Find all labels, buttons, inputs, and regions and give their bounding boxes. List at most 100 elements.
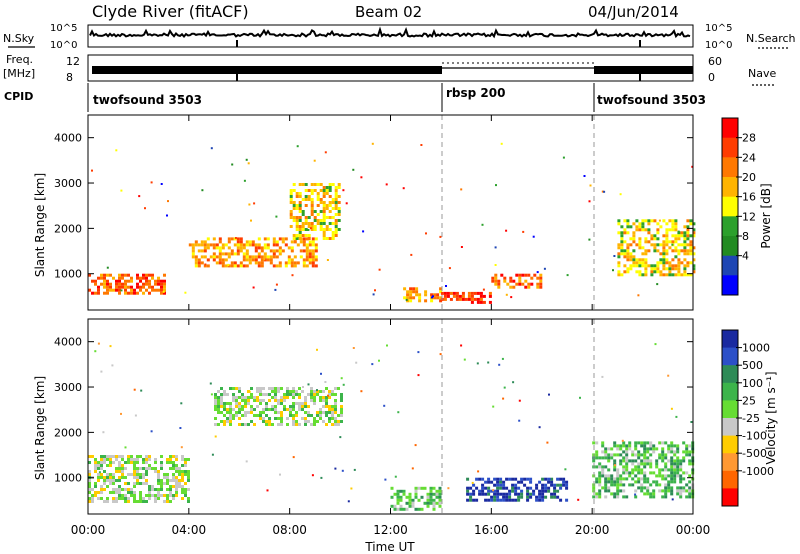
data-cell: [304, 417, 307, 420]
ytick-label: 1000: [54, 472, 82, 485]
data-cell: [662, 249, 666, 253]
data-cell: [680, 231, 684, 235]
data-cell: [607, 456, 611, 460]
colorbar-swatch: [722, 418, 738, 437]
data-cell: [617, 252, 621, 256]
data-cell: [244, 402, 247, 405]
data-cell: [154, 279, 157, 283]
data-cell: [334, 192, 338, 195]
data-cell: [514, 477, 518, 481]
data-cell: [406, 293, 410, 297]
data-cell: [253, 408, 256, 411]
data-cell: [181, 458, 184, 461]
data-cell: [683, 264, 687, 268]
data-cell: [115, 149, 118, 152]
data-cell: [384, 478, 387, 481]
data-cell: [420, 144, 423, 146]
data-cell: [562, 480, 566, 484]
data-cell: [518, 399, 521, 402]
data-cell: [632, 261, 636, 265]
data-cell: [223, 423, 226, 426]
data-cell: [470, 297, 474, 301]
data-cell: [637, 294, 640, 297]
data-cell: [250, 219, 252, 222]
data-cell: [263, 252, 267, 256]
data-cell: [313, 399, 316, 402]
data-cell: [553, 483, 557, 487]
data-cell: [409, 290, 413, 294]
data-cell: [661, 477, 665, 481]
data-cell: [218, 258, 222, 262]
data-cell: [292, 402, 295, 405]
data-cell: [598, 465, 602, 469]
data-cell: [142, 291, 145, 295]
data-cell: [653, 237, 657, 241]
data-cell: [490, 489, 494, 493]
data-cell: [658, 219, 661, 222]
data-cell: [679, 495, 683, 499]
data-cell: [631, 450, 635, 454]
data-cell: [670, 441, 674, 445]
data-cell: [629, 225, 633, 229]
data-cell: [97, 473, 100, 476]
data-cell: [396, 492, 400, 496]
data-cell: [536, 285, 540, 289]
data-cell: [295, 204, 299, 207]
data-cell: [682, 450, 686, 454]
data-cell: [310, 210, 314, 213]
data-cell: [550, 480, 554, 484]
data-cell: [659, 225, 663, 229]
data-cell: [481, 486, 485, 490]
data-cell: [230, 237, 234, 241]
data-cell: [670, 486, 674, 490]
data-cell: [206, 258, 210, 262]
data-cell: [640, 477, 644, 481]
data-cell: [508, 489, 512, 493]
data-cell: [239, 246, 243, 250]
data-cell: [118, 282, 121, 286]
data-cell: [163, 291, 166, 295]
data-cell: [236, 243, 240, 247]
data-cell: [680, 273, 684, 277]
data-cell: [191, 255, 195, 259]
data-cell: [106, 485, 109, 488]
data-cell: [631, 459, 635, 463]
data-cell: [631, 483, 635, 487]
data-cell: [622, 459, 626, 463]
data-cell: [493, 483, 497, 487]
data-cell: [307, 411, 310, 414]
data-cell: [118, 276, 121, 280]
data-cell: [426, 498, 430, 502]
data-cell: [181, 488, 184, 491]
data-cell: [625, 495, 629, 499]
data-cell: [689, 243, 693, 247]
data-cell: [412, 290, 416, 294]
data-cell: [688, 459, 692, 463]
data-cell: [253, 414, 256, 417]
data-cell: [298, 231, 302, 234]
data-cell: [671, 240, 675, 244]
data-cell: [638, 237, 642, 241]
data-cell: [634, 444, 638, 448]
data-cell: [130, 276, 133, 280]
data-cell: [118, 285, 121, 289]
data-cell: [88, 482, 91, 485]
data-cell: [658, 468, 662, 472]
data-cell: [217, 408, 220, 411]
data-cell: [224, 243, 228, 247]
data-cell: [331, 390, 334, 393]
data-cell: [661, 489, 665, 493]
data-cell: [151, 467, 154, 470]
data-cell: [151, 288, 154, 292]
data-cell: [646, 486, 650, 490]
data-cell: [242, 264, 246, 268]
data-cell: [139, 285, 142, 289]
data-cell: [97, 342, 100, 345]
data-cell: [88, 479, 91, 482]
data-cell: [257, 264, 261, 268]
data-cell: [638, 228, 642, 232]
data-cell: [307, 229, 310, 231]
data-cell: [562, 477, 566, 481]
data-cell: [316, 183, 320, 186]
data-cell: [187, 500, 190, 503]
